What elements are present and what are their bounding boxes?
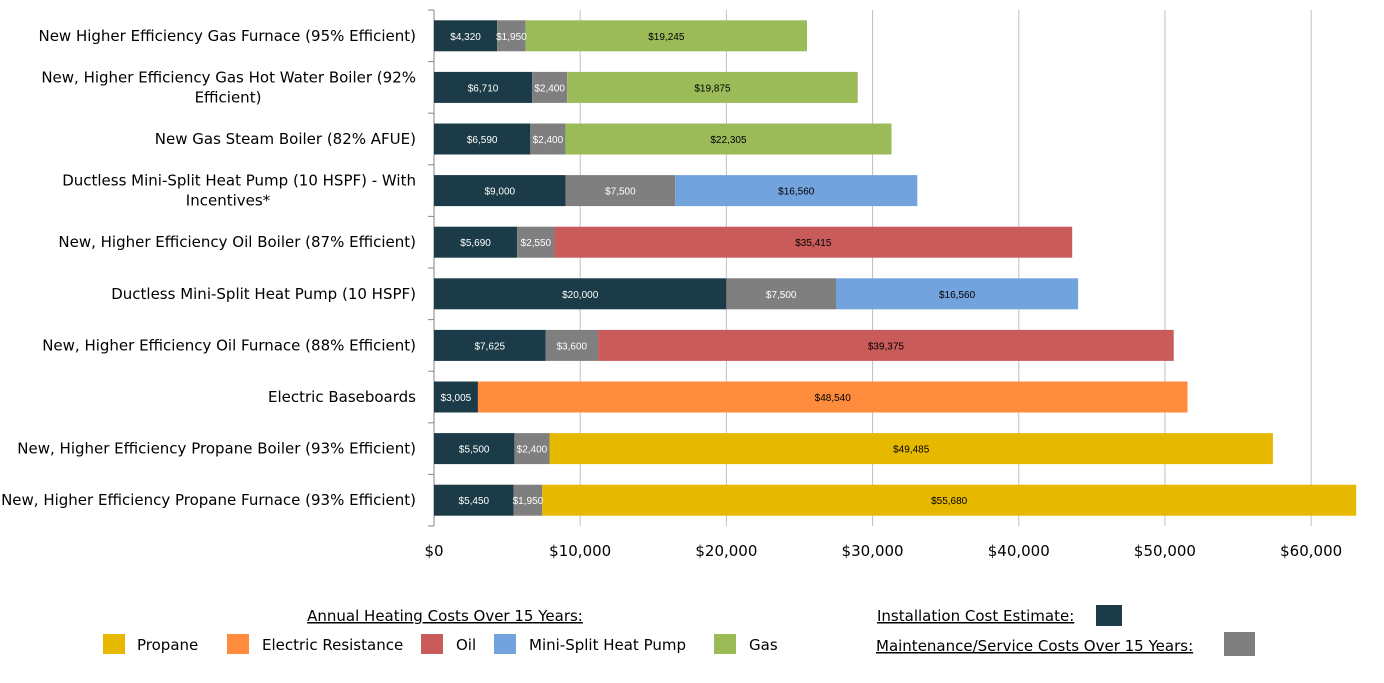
data-label: $19,875 xyxy=(694,83,731,94)
data-label: $16,560 xyxy=(939,290,976,301)
bar-installation xyxy=(434,175,566,207)
legend-label-oil: Oil xyxy=(456,636,476,654)
category-labels: New Higher Efficiency Gas Furnace (95% E… xyxy=(1,27,416,509)
data-label: $35,415 xyxy=(795,238,832,249)
data-label: $48,540 xyxy=(815,393,852,404)
bar-maintenance xyxy=(497,20,526,52)
data-label: $7,625 xyxy=(474,341,505,352)
data-label: $3,005 xyxy=(441,393,472,404)
bar-installation xyxy=(434,433,515,465)
x-axis: $0 $10,000 $20,000 $30,000 $40,000 $50,000 $60… xyxy=(424,9,1342,560)
category-label: New, Higher Efficiency Gas Hot Water Boi… xyxy=(41,68,416,106)
bar-maintenance xyxy=(545,329,599,361)
data-label: $4,320 xyxy=(450,32,481,43)
data-label: $2,400 xyxy=(517,445,548,456)
category-label: New Higher Efficiency Gas Furnace (95% E… xyxy=(38,27,416,45)
category-label: Ductless Mini-Split Heat Pump (10 HSPF) xyxy=(111,285,416,303)
bar-installation xyxy=(434,71,533,103)
legend-swatch-electric-resistance xyxy=(227,634,249,654)
x-tick-label: $60,000 xyxy=(1280,542,1342,560)
legend-swatch-oil xyxy=(421,634,443,654)
data-label: $2,400 xyxy=(533,135,564,146)
bar-heating-gas xyxy=(567,71,858,103)
data-label: $22,305 xyxy=(710,135,747,146)
x-tick-label: $50,000 xyxy=(1134,542,1196,560)
bar-installation xyxy=(434,123,531,155)
data-label: $5,690 xyxy=(460,238,491,249)
x-tick-label: $10,000 xyxy=(549,542,611,560)
legend-swatch-maintenance xyxy=(1224,632,1255,656)
bar-installation xyxy=(434,484,514,516)
data-label: $9,000 xyxy=(484,187,515,198)
x-tick-label: $40,000 xyxy=(988,542,1050,560)
bar-maintenance xyxy=(530,123,566,155)
bar-maintenance xyxy=(517,226,555,258)
x-tick-label: $30,000 xyxy=(842,542,904,560)
data-label: $3,600 xyxy=(556,341,587,352)
category-label: New, Higher Efficiency Oil Furnace (88% … xyxy=(42,336,416,354)
bar-heating-mini-split-heat-pump xyxy=(675,175,918,207)
bar-maintenance xyxy=(532,71,568,103)
bar-heating-propane xyxy=(549,433,1273,465)
legend-installation-label: Installation Cost Estimate: xyxy=(877,607,1074,625)
bar-maintenance xyxy=(565,175,676,207)
data-label: $49,485 xyxy=(893,445,930,456)
legend-label-electric-resistance: Electric Resistance xyxy=(262,636,403,654)
legend-label-propane: Propane xyxy=(137,636,198,654)
category-label: New, Higher Efficiency Oil Boiler (87% E… xyxy=(58,233,416,251)
bar-maintenance xyxy=(513,484,543,516)
data-labels: $4,320 $1,950 $19,245 $6,710 $2,400 $19,875 $6… xyxy=(441,32,976,507)
data-label: $6,710 xyxy=(468,83,499,94)
bar-installation xyxy=(434,20,498,52)
bar-installation xyxy=(434,381,478,413)
data-label: $7,500 xyxy=(605,187,636,198)
data-label: $55,680 xyxy=(931,496,968,507)
bar-installation xyxy=(434,278,727,310)
data-label: $19,245 xyxy=(648,32,685,43)
data-label: $39,375 xyxy=(868,341,905,352)
category-label: New, Higher Efficiency Propane Furnace (… xyxy=(1,491,416,509)
legend-label-gas: Gas xyxy=(749,636,778,654)
bar-installation xyxy=(434,329,546,361)
legend-fuel-title: Annual Heating Costs Over 15 Years: xyxy=(307,607,583,625)
x-tick-label: $0 xyxy=(424,542,443,560)
data-label: $2,400 xyxy=(534,83,565,94)
category-label: New, Higher Efficiency Propane Boiler (9… xyxy=(17,440,416,458)
bar-heating-gas xyxy=(525,20,808,52)
bars xyxy=(434,20,1357,516)
data-label: $20,000 xyxy=(562,290,599,301)
legend-label-mini-split: Mini-Split Heat Pump xyxy=(529,636,686,654)
legend-swatch-gas xyxy=(714,634,736,654)
bar-maintenance xyxy=(514,433,550,465)
bar-heating-oil xyxy=(598,329,1174,361)
x-tick-label: $20,000 xyxy=(695,542,757,560)
bar-heating-oil xyxy=(554,226,1073,258)
data-label: $1,950 xyxy=(496,32,527,43)
data-label: $5,450 xyxy=(459,496,490,507)
category-label: Ductless Mini-Split Heat Pump (10 HSPF) … xyxy=(62,172,416,210)
legend-swatch-installation xyxy=(1096,605,1122,626)
category-label: New Gas Steam Boiler (82% AFUE) xyxy=(155,130,416,148)
data-label: $5,500 xyxy=(459,445,490,456)
bar-heating-electric-resistance xyxy=(477,381,1188,413)
data-label: $6,590 xyxy=(467,135,498,146)
bar-heating-mini-split-heat-pump xyxy=(836,278,1079,310)
bar-heating-gas xyxy=(565,123,892,155)
data-label: $16,560 xyxy=(778,187,815,198)
data-label: $7,500 xyxy=(766,290,797,301)
legend-swatch-mini-split xyxy=(494,634,516,654)
data-label: $2,550 xyxy=(521,238,552,249)
bar-installation xyxy=(434,226,518,258)
legend: Annual Heating Costs Over 15 Years: Prop… xyxy=(103,605,1255,656)
bar-heating-propane xyxy=(542,484,1357,516)
data-label: $1,950 xyxy=(513,496,544,507)
legend-swatch-propane xyxy=(103,634,125,654)
legend-maintenance-label: Maintenance/Service Costs Over 15 Years: xyxy=(876,637,1193,655)
category-label: Electric Baseboards xyxy=(268,388,416,406)
bar-maintenance xyxy=(726,278,837,310)
